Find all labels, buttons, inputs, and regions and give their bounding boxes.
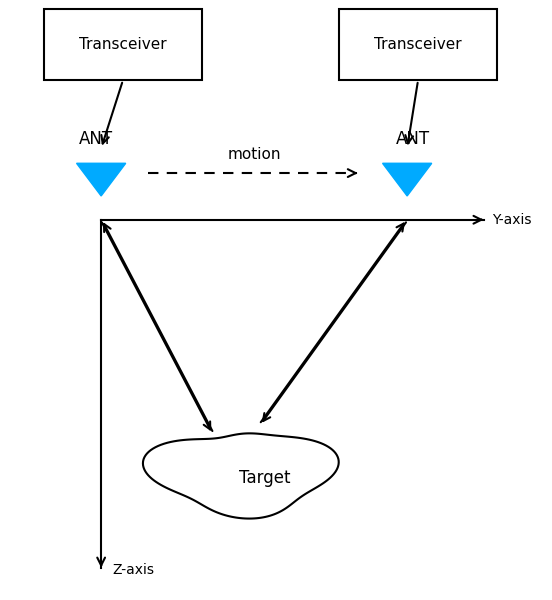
Text: Y-axis: Y-axis xyxy=(492,213,532,227)
FancyBboxPatch shape xyxy=(339,9,497,80)
Text: ANT: ANT xyxy=(396,130,429,148)
Text: Transceiver: Transceiver xyxy=(374,37,462,52)
Polygon shape xyxy=(77,163,126,196)
Polygon shape xyxy=(383,163,432,196)
Text: Transceiver: Transceiver xyxy=(79,37,167,52)
Text: ANT: ANT xyxy=(78,130,113,148)
Text: Z-axis: Z-axis xyxy=(112,563,154,577)
Text: motion: motion xyxy=(227,148,281,163)
FancyBboxPatch shape xyxy=(44,9,202,80)
Text: Target: Target xyxy=(240,469,291,487)
